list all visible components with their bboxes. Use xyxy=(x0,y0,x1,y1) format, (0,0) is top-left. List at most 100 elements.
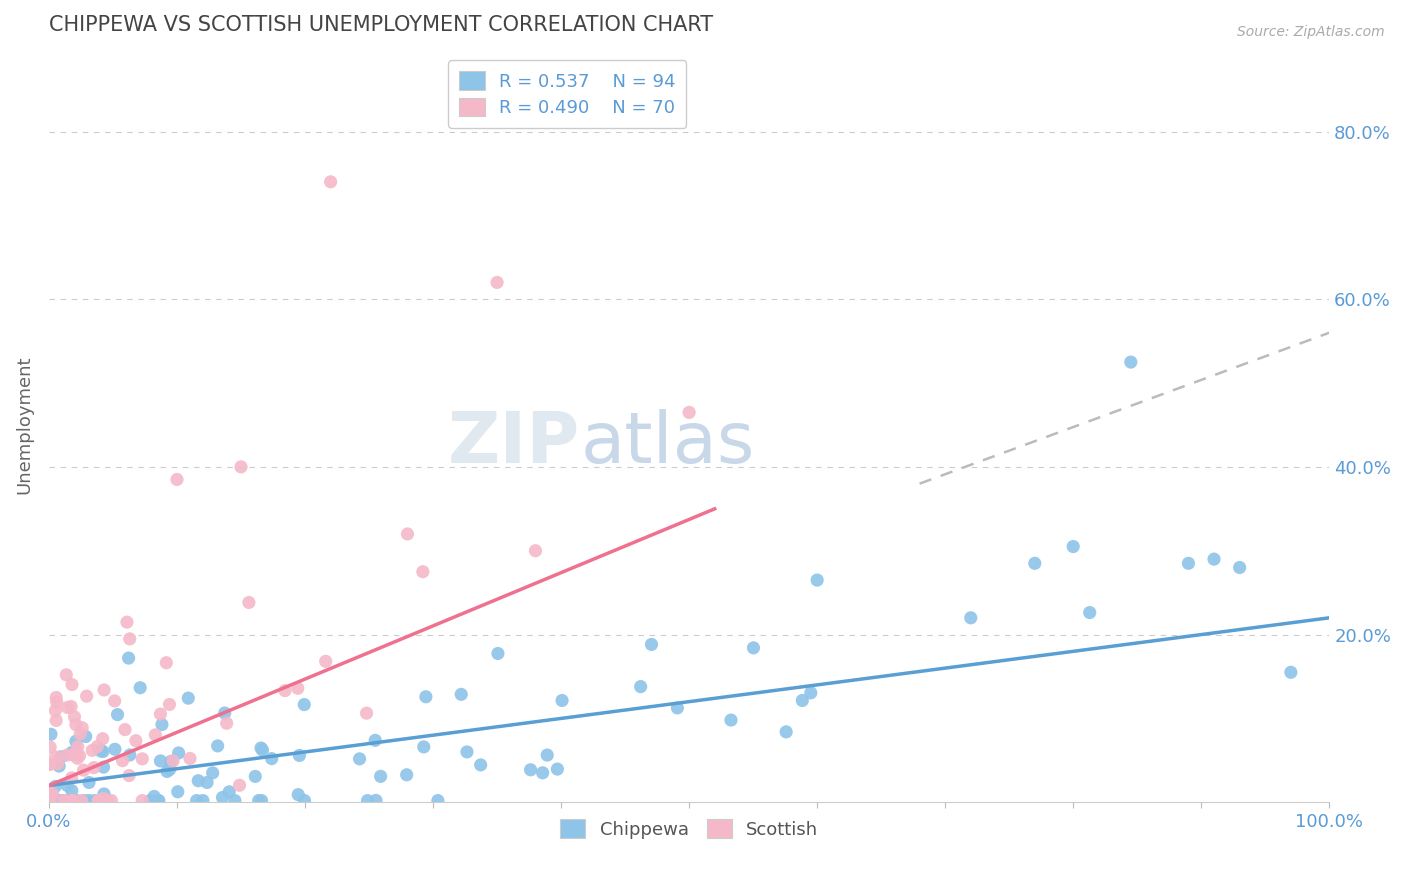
Point xyxy=(83,761,105,775)
Point xyxy=(1062,540,1084,554)
Point xyxy=(229,459,252,474)
Point xyxy=(775,724,797,739)
Point xyxy=(115,615,138,629)
Text: CHIPPEWA VS SCOTTISH UNEMPLOYMENT CORRELATION CHART: CHIPPEWA VS SCOTTISH UNEMPLOYMENT CORREL… xyxy=(49,15,713,35)
Point xyxy=(38,756,60,771)
Point xyxy=(1279,665,1302,680)
Point xyxy=(38,794,60,808)
Point xyxy=(45,750,67,764)
Point xyxy=(166,785,188,799)
Point xyxy=(118,747,141,762)
Point xyxy=(167,746,190,760)
Point xyxy=(39,727,62,741)
Point xyxy=(46,794,69,808)
Point xyxy=(39,794,62,808)
Point xyxy=(79,794,101,808)
Point xyxy=(143,789,166,804)
Point xyxy=(250,741,273,756)
Point xyxy=(1024,557,1046,571)
Point xyxy=(800,686,823,700)
Point xyxy=(63,710,86,724)
Point xyxy=(56,778,79,792)
Point xyxy=(48,794,70,808)
Point xyxy=(292,698,315,712)
Point xyxy=(38,794,60,808)
Point xyxy=(524,543,547,558)
Point xyxy=(250,794,273,808)
Point xyxy=(49,749,72,764)
Point xyxy=(412,739,434,754)
Point xyxy=(44,780,66,794)
Point xyxy=(162,754,184,768)
Point xyxy=(45,714,67,728)
Point xyxy=(70,721,93,735)
Point xyxy=(87,794,110,808)
Point xyxy=(546,762,568,776)
Point xyxy=(155,656,177,670)
Point xyxy=(44,704,66,718)
Point xyxy=(69,727,91,741)
Point xyxy=(396,527,419,541)
Point xyxy=(60,771,83,785)
Point xyxy=(211,790,233,805)
Point xyxy=(66,794,89,808)
Point xyxy=(215,716,238,731)
Point xyxy=(76,689,98,703)
Point xyxy=(370,769,392,783)
Point xyxy=(84,794,107,808)
Point xyxy=(42,794,65,808)
Point xyxy=(456,745,478,759)
Point xyxy=(160,755,183,769)
Point xyxy=(519,763,541,777)
Point xyxy=(349,752,371,766)
Point xyxy=(91,731,114,746)
Point xyxy=(486,647,509,661)
Point xyxy=(294,794,316,808)
Point xyxy=(1078,606,1101,620)
Point xyxy=(39,757,62,772)
Point xyxy=(191,794,214,808)
Point xyxy=(195,775,218,789)
Text: Source: ZipAtlas.com: Source: ZipAtlas.com xyxy=(1237,25,1385,39)
Point xyxy=(39,794,62,808)
Point xyxy=(48,759,70,773)
Point xyxy=(60,699,83,714)
Point xyxy=(287,788,309,802)
Point xyxy=(149,707,172,722)
Point xyxy=(319,175,342,189)
Point xyxy=(187,773,209,788)
Point xyxy=(60,794,83,808)
Point xyxy=(551,693,574,707)
Point xyxy=(531,765,554,780)
Point xyxy=(114,723,136,737)
Point xyxy=(536,748,558,763)
Point xyxy=(412,565,434,579)
Point xyxy=(39,740,62,755)
Point xyxy=(640,637,662,651)
Point xyxy=(97,794,120,808)
Point xyxy=(58,794,80,808)
Point xyxy=(66,739,89,754)
Point xyxy=(77,775,100,789)
Point xyxy=(245,769,267,783)
Point xyxy=(66,751,89,765)
Point xyxy=(60,677,83,691)
Point xyxy=(52,794,75,808)
Point xyxy=(41,787,63,801)
Point xyxy=(207,739,229,753)
Point xyxy=(60,783,83,797)
Point xyxy=(1177,557,1199,571)
Point xyxy=(93,683,115,698)
Point xyxy=(720,713,742,727)
Point xyxy=(93,787,115,801)
Point xyxy=(93,760,115,774)
Point xyxy=(111,754,134,768)
Point xyxy=(104,742,127,756)
Legend: Chippewa, Scottish: Chippewa, Scottish xyxy=(553,813,825,847)
Point xyxy=(356,706,378,721)
Point xyxy=(70,794,93,808)
Point xyxy=(260,751,283,765)
Text: atlas: atlas xyxy=(581,409,755,478)
Point xyxy=(1119,355,1142,369)
Point xyxy=(143,728,166,742)
